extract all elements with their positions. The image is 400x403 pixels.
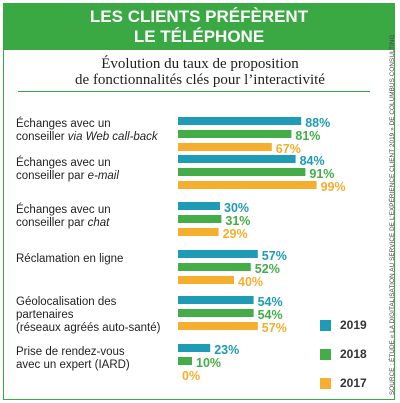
bar-2017-cat-3 <box>178 228 219 236</box>
data-label-2019-cat-6: 23% <box>214 343 239 357</box>
category-label-line1: Réclamation en ligne <box>16 253 124 265</box>
category-label-2: Échanges avec un conseiller par e-mail <box>16 157 176 183</box>
bar-2018-cat-6 <box>178 357 192 365</box>
legend-label: 2019 <box>340 318 367 332</box>
bar-2018-cat-3 <box>178 215 222 223</box>
category-label-line2: conseiller par e-mail <box>16 170 119 182</box>
bar-2019-cat-5 <box>178 296 254 304</box>
category-label-4: Réclamation en ligne <box>16 253 176 266</box>
data-label-2017-cat-6: 0% <box>182 369 200 383</box>
data-label-2019-cat-4: 57% <box>262 249 287 263</box>
category-label-line1: Prise de rendez-vous <box>16 346 125 358</box>
legend-swatch <box>320 349 331 360</box>
header-divider <box>18 91 370 92</box>
header-title-line1: LES CLIENTS PRÉFÈRENT <box>89 7 309 26</box>
data-label-2018-cat-3: 31% <box>225 214 250 228</box>
bar-2019-cat-4 <box>178 250 258 258</box>
legend-label: 2017 <box>340 376 367 390</box>
data-label-2019-cat-2: 84% <box>300 154 325 168</box>
bar-2017-cat-5 <box>178 322 258 330</box>
bar-2018-cat-1 <box>178 130 292 138</box>
legend-item-2019: 2019 <box>320 318 380 332</box>
data-label-2019-cat-1: 88% <box>305 116 330 130</box>
legend-swatch <box>320 320 331 331</box>
bar-2019-cat-2 <box>178 155 296 163</box>
bar-2019-cat-3 <box>178 202 220 210</box>
category-label-1: Échanges avec un conseiller via Web call-… <box>16 118 176 144</box>
bar-2018-cat-5 <box>178 309 254 317</box>
infographic-frame: LES CLIENTS PRÉFÈRENT LE TÉLÉPHONE Évolu… <box>3 3 395 400</box>
data-label-2017-cat-1: 67% <box>276 142 301 156</box>
legend-item-2018: 2018 <box>320 347 380 361</box>
category-label-line1: Échanges avec un <box>16 118 111 130</box>
category-label-line1: Géolocalisation des partenaires <box>16 296 117 321</box>
bar-2019-cat-1 <box>178 117 302 125</box>
header-banner: LES CLIENTS PRÉFÈRENT LE TÉLÉPHONE <box>4 4 394 50</box>
data-label-2017-cat-3: 29% <box>223 227 248 241</box>
header-title-line2: LE TÉLÉPHONE <box>133 27 265 46</box>
category-label-line1: Échanges avec un <box>16 204 111 216</box>
category-label-line2: conseiller par chat <box>16 217 110 229</box>
legend-swatch <box>320 378 331 389</box>
data-label-2018-cat-6: 10% <box>196 356 221 370</box>
legend-label: 2018 <box>340 347 367 361</box>
category-label-line1: Échanges avec un <box>16 157 111 169</box>
data-label-2017-cat-5: 57% <box>262 321 287 335</box>
category-label-line2: conseiller via Web call-back <box>16 131 158 143</box>
chart-subtitle-line2: de fonctionnalités clés pour l’interacti… <box>75 72 325 88</box>
category-label-5: Géolocalisation des partenaires (réseaux … <box>16 296 176 335</box>
chart-subtitle: Évolution du taux de proposition de fonc… <box>44 56 356 88</box>
bar-2017-cat-4 <box>178 276 234 284</box>
bar-2017-cat-1 <box>178 143 272 151</box>
data-label-2017-cat-2: 99% <box>321 180 346 194</box>
bar-2019-cat-6 <box>178 344 211 352</box>
bar-2017-cat-2 <box>178 181 317 189</box>
data-label-2019-cat-5: 54% <box>258 295 283 309</box>
data-label-2019-cat-3: 30% <box>224 201 249 215</box>
data-label-2017-cat-4: 40% <box>238 275 263 289</box>
chart-subtitle-line1: Évolution du taux de proposition <box>101 56 299 72</box>
data-label-2018-cat-2: 91% <box>309 167 334 181</box>
data-label-2018-cat-4: 52% <box>255 262 280 276</box>
legend-item-2017: 2017 <box>320 376 380 390</box>
data-label-2018-cat-5: 54% <box>258 308 283 322</box>
category-label-line2: (réseaux agréés auto-santé) <box>16 322 161 334</box>
source-note: SOURCE : ÉTUDE « LA DIGITALISATION AU SE… <box>389 34 396 395</box>
category-label-6: Prise de rendez-vous avec un expert (IARD… <box>16 346 176 372</box>
bar-2018-cat-2 <box>178 168 306 176</box>
category-label-line2: avec un expert (IARD) <box>16 359 130 371</box>
category-label-3: Échanges avec un conseiller par chat <box>16 204 176 230</box>
bar-2018-cat-4 <box>178 263 251 271</box>
data-label-2018-cat-1: 81% <box>295 129 320 143</box>
